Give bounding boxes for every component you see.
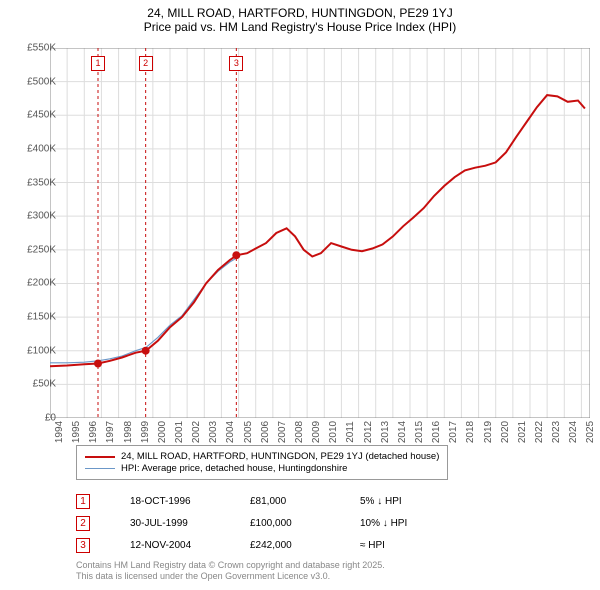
sale-price: £100,000 (250, 518, 360, 529)
x-tick-label: 2016 (431, 421, 442, 443)
x-tick-label: 1999 (140, 421, 151, 443)
y-tick-label: £50K (6, 379, 56, 390)
sale-date: 18-OCT-1996 (130, 496, 250, 507)
y-tick-label: £200K (6, 278, 56, 289)
title: 24, MILL ROAD, HARTFORD, HUNTINGDON, PE2… (0, 6, 600, 20)
x-tick-label: 2020 (500, 421, 511, 443)
x-tick-label: 1995 (71, 421, 82, 443)
x-tick-label: 2005 (243, 421, 254, 443)
x-tick-label: 2009 (311, 421, 322, 443)
x-tick-label: 2006 (260, 421, 271, 443)
footer-line1: Contains HM Land Registry data © Crown c… (76, 560, 385, 571)
y-tick-label: £550K (6, 43, 56, 54)
x-tick-label: 2015 (414, 421, 425, 443)
y-tick-label: £400K (6, 143, 56, 154)
y-tick-label: £250K (6, 244, 56, 255)
legend-item: 24, MILL ROAD, HARTFORD, HUNTINGDON, PE2… (85, 451, 439, 462)
footer-line2: This data is licensed under the Open Gov… (76, 571, 385, 582)
x-tick-label: 2024 (568, 421, 579, 443)
y-tick-label: £500K (6, 76, 56, 87)
x-tick-label: 2014 (397, 421, 408, 443)
sale-index: 3 (76, 538, 90, 553)
x-tick-label: 2022 (534, 421, 545, 443)
x-tick-label: 2013 (380, 421, 391, 443)
subtitle: Price paid vs. HM Land Registry's House … (0, 20, 600, 34)
x-tick-label: 2021 (517, 421, 528, 443)
x-tick-label: 2000 (157, 421, 168, 443)
sale-price: £242,000 (250, 540, 360, 551)
x-tick-label: 1997 (105, 421, 116, 443)
x-tick-label: 2010 (328, 421, 339, 443)
x-tick-label: 2023 (551, 421, 562, 443)
x-tick-label: 2012 (363, 421, 374, 443)
sale-date: 12-NOV-2004 (130, 540, 250, 551)
sale-date: 30-JUL-1999 (130, 518, 250, 529)
x-tick-label: 2004 (225, 421, 236, 443)
figure: 24, MILL ROAD, HARTFORD, HUNTINGDON, PE2… (0, 0, 600, 590)
chart-svg (50, 48, 590, 418)
x-tick-label: 2007 (277, 421, 288, 443)
legend-swatch (85, 456, 115, 458)
x-tick-label: 1996 (88, 421, 99, 443)
y-tick-label: £450K (6, 110, 56, 121)
sale-price: £81,000 (250, 496, 360, 507)
x-tick-label: 2003 (208, 421, 219, 443)
x-tick-label: 2017 (448, 421, 459, 443)
ref-marker: 1 (91, 56, 105, 71)
x-tick-label: 2008 (294, 421, 305, 443)
sale-row: 1 18-OCT-1996£81,0005% ↓ HPI (76, 490, 470, 512)
y-tick-label: £350K (6, 177, 56, 188)
y-tick-label: £150K (6, 312, 56, 323)
title-block: 24, MILL ROAD, HARTFORD, HUNTINGDON, PE2… (0, 0, 600, 34)
y-tick-label: £0 (6, 413, 56, 424)
legend-text: HPI: Average price, detached house, Hunt… (121, 463, 347, 474)
sale-index: 2 (76, 516, 90, 531)
legend: 24, MILL ROAD, HARTFORD, HUNTINGDON, PE2… (76, 445, 448, 480)
legend-text: 24, MILL ROAD, HARTFORD, HUNTINGDON, PE2… (121, 451, 439, 462)
ref-marker: 2 (139, 56, 153, 71)
chart-area (50, 48, 590, 418)
x-tick-label: 1994 (54, 421, 65, 443)
sale-relative-hpi: 10% ↓ HPI (360, 518, 470, 529)
sale-row: 3 12-NOV-2004£242,000≈ HPI (76, 534, 470, 556)
x-tick-label: 1998 (123, 421, 134, 443)
y-tick-label: £100K (6, 345, 56, 356)
legend-swatch (85, 468, 115, 469)
sale-index: 1 (76, 494, 90, 509)
sale-relative-hpi: ≈ HPI (360, 540, 470, 551)
x-tick-label: 2002 (191, 421, 202, 443)
legend-item: HPI: Average price, detached house, Hunt… (85, 463, 439, 474)
sale-relative-hpi: 5% ↓ HPI (360, 496, 470, 507)
x-tick-label: 2001 (174, 421, 185, 443)
footer: Contains HM Land Registry data © Crown c… (76, 560, 385, 582)
sales-table: 1 18-OCT-1996£81,0005% ↓ HPI 2 30-JUL-1999£… (76, 490, 470, 556)
sale-row: 2 30-JUL-1999£100,00010% ↓ HPI (76, 512, 470, 534)
x-tick-label: 2018 (465, 421, 476, 443)
x-tick-label: 2025 (585, 421, 596, 443)
x-tick-label: 2019 (483, 421, 494, 443)
ref-marker: 3 (229, 56, 243, 71)
x-tick-label: 2011 (345, 421, 356, 443)
y-tick-label: £300K (6, 211, 56, 222)
